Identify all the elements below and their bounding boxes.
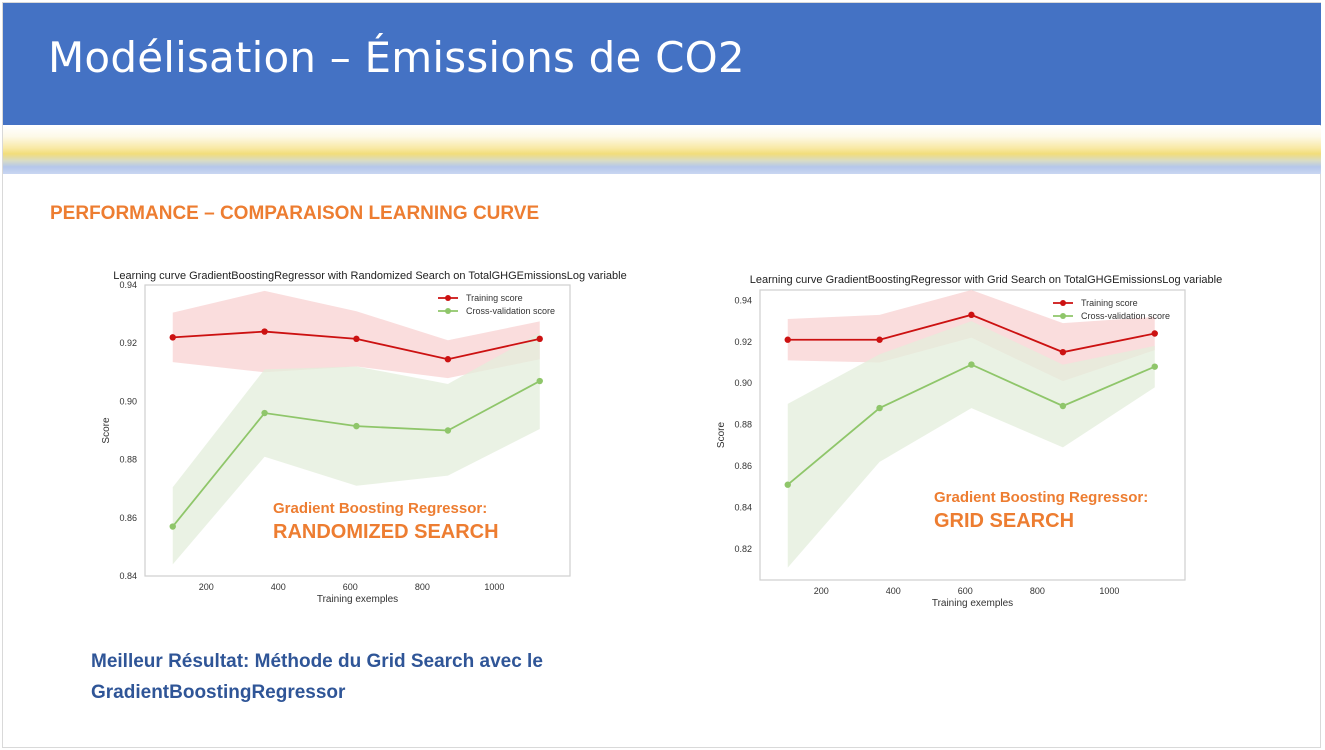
x-tick-label: 600 <box>343 582 358 592</box>
data-point <box>261 409 268 417</box>
x-tick-label: 200 <box>814 586 829 596</box>
data-point <box>1059 402 1067 410</box>
y-tick-label: 0.92 <box>734 337 752 347</box>
data-point <box>784 336 791 343</box>
data-point <box>353 422 360 430</box>
y-tick-label: 0.94 <box>119 280 137 290</box>
decorative-gradient-band <box>3 126 1321 174</box>
chart-overlay-label-randomized: Gradient Boosting Regressor: RANDOMIZED … <box>273 500 499 544</box>
y-tick-label: 0.92 <box>119 338 137 348</box>
x-axis-label: Training exemples <box>317 594 398 605</box>
x-tick-label: 800 <box>415 582 430 592</box>
overlay-line2: RANDOMIZED SEARCH <box>273 521 499 543</box>
series-band-cross-validation <box>787 321 1155 568</box>
data-point <box>536 377 543 385</box>
chart-title: Learning curve GradientBoostingRegressor… <box>750 274 1222 286</box>
learning-curve-chart-grid: Learning curve GradientBoostingRegressor… <box>700 270 1260 615</box>
y-tick-label: 0.82 <box>734 544 752 554</box>
y-tick-label: 0.84 <box>119 571 137 581</box>
x-tick-label: 800 <box>1030 586 1045 596</box>
data-point <box>784 481 791 488</box>
chart-canvas: Learning curve GradientBoostingRegressor… <box>716 274 1222 609</box>
y-tick-label: 0.90 <box>119 396 137 406</box>
conclusion-text: Meilleur Résultat: Méthode du Grid Searc… <box>91 646 543 708</box>
data-point <box>1151 330 1158 337</box>
y-tick-label: 0.86 <box>119 513 137 523</box>
data-point <box>444 356 452 363</box>
data-point <box>169 523 176 530</box>
x-tick-label: 200 <box>199 582 214 592</box>
data-point <box>444 427 452 434</box>
x-axis-label: Training exemples <box>932 598 1013 609</box>
legend-label: Training score <box>466 293 523 303</box>
data-point <box>1151 363 1158 370</box>
data-point <box>1059 348 1067 356</box>
data-point <box>261 328 268 335</box>
data-point <box>353 335 360 343</box>
overlay-line2: GRID SEARCH <box>934 510 1075 532</box>
x-tick-label: 1000 <box>1099 586 1119 596</box>
x-tick-label: 400 <box>886 586 901 596</box>
chart-overlay-label-grid: Gradient Boosting Regressor: GRID SEARCH <box>934 489 1148 533</box>
y-tick-label: 0.90 <box>734 378 752 388</box>
y-tick-label: 0.86 <box>734 461 752 471</box>
overlay-line1: Gradient Boosting Regressor: <box>934 489 1149 506</box>
conclusion-line-1: Meilleur Résultat: Méthode du Grid Searc… <box>91 651 543 672</box>
data-point <box>536 335 543 343</box>
conclusion-line-2: GradientBoostingRegressor <box>91 682 346 703</box>
x-tick-label: 1000 <box>484 582 504 592</box>
learning-curve-chart-randomized: Learning curve GradientBoostingRegressor… <box>85 266 645 611</box>
legend-marker <box>1060 300 1066 306</box>
chart-canvas: Learning curve GradientBoostingRegressor… <box>101 270 627 605</box>
data-point <box>876 336 883 343</box>
y-axis-label: Score <box>716 422 727 449</box>
legend-marker <box>1060 313 1066 319</box>
legend-label: Cross-validation score <box>466 306 555 316</box>
section-title: PERFORMANCE – COMPARAISON LEARNING CURVE <box>50 203 540 224</box>
legend-label: Training score <box>1081 298 1138 308</box>
series-band-cross-validation <box>172 333 540 565</box>
legend-marker <box>445 308 451 314</box>
data-point <box>876 404 883 412</box>
data-point <box>968 311 975 319</box>
y-tick-label: 0.94 <box>734 295 752 305</box>
y-tick-label: 0.88 <box>734 420 752 430</box>
y-tick-label: 0.88 <box>119 455 137 465</box>
legend-marker <box>445 295 451 301</box>
x-tick-label: 400 <box>271 582 286 592</box>
y-tick-label: 0.84 <box>734 503 752 513</box>
x-tick-label: 600 <box>958 586 973 596</box>
title-bar: Modélisation – Émissions de CO2 <box>3 3 1321 125</box>
overlay-line1: Gradient Boosting Regressor: <box>273 500 488 517</box>
slide-title: Modélisation – Émissions de CO2 <box>48 33 745 82</box>
data-point <box>968 361 975 368</box>
legend-label: Cross-validation score <box>1081 311 1170 321</box>
y-axis-label: Score <box>101 417 112 444</box>
data-point <box>169 334 176 341</box>
chart-title: Learning curve GradientBoostingRegressor… <box>113 270 626 282</box>
